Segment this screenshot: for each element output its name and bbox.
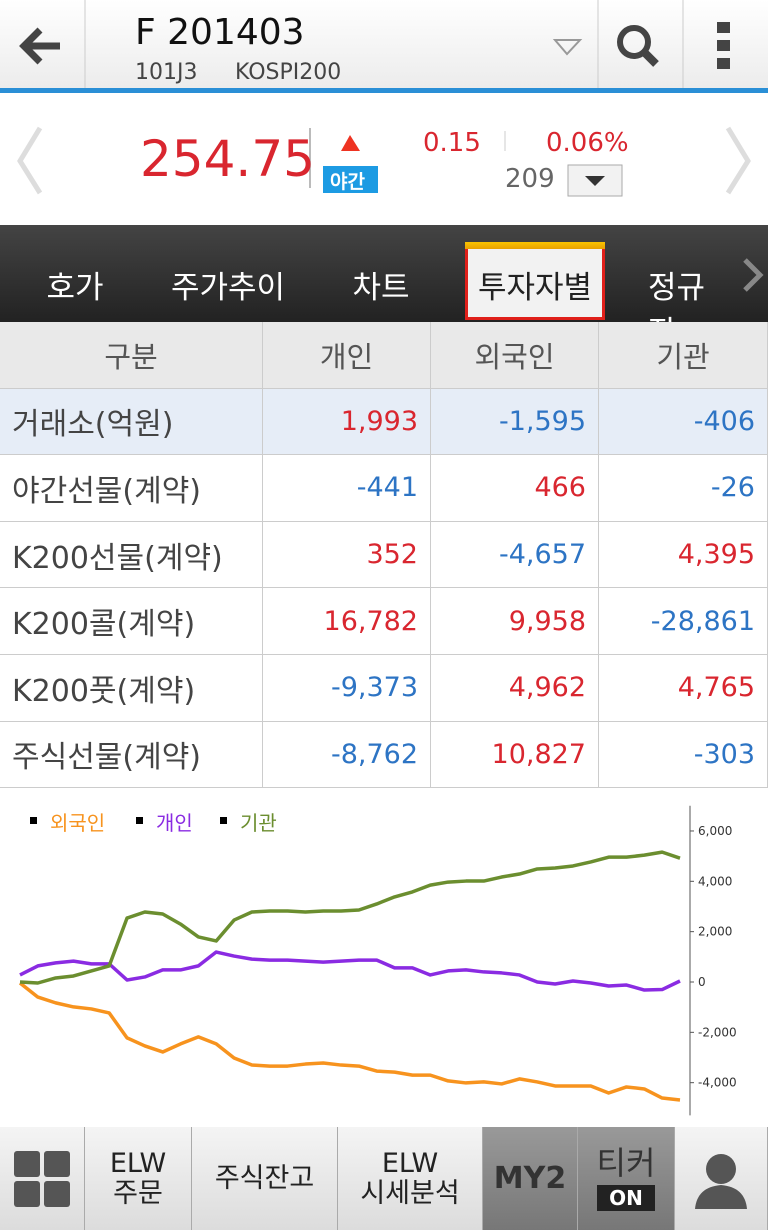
y-tick-label: 2,000 <box>698 925 732 939</box>
table-cell: -303 <box>599 721 768 789</box>
tab-bar <box>0 225 768 322</box>
table-cell: -1,595 <box>431 388 599 456</box>
table-cell: 352 <box>263 521 431 589</box>
legend-marker <box>220 817 227 824</box>
row-label: 야간선물(계약) <box>0 455 263 522</box>
nav-label: ON <box>597 1185 655 1212</box>
chart: 6,000 4,000 2,000 0 -2,000 -4,000 외국인 개인 기관 <box>18 805 737 1116</box>
table-header: 외국인 <box>431 322 599 389</box>
table-cell: 4,765 <box>599 655 768 722</box>
app-bar <box>0 0 768 88</box>
row-label: K200콜(계약) <box>0 588 263 655</box>
table-cell: 4,395 <box>599 521 768 589</box>
table-cell: 9,958 <box>431 588 599 655</box>
tab-more[interactable] <box>740 255 768 295</box>
selected-tab-bar <box>465 242 605 249</box>
table-cell: -406 <box>599 388 768 456</box>
y-tick-label: -2,000 <box>698 1025 737 1039</box>
table-cell: -26 <box>599 455 768 522</box>
nav-button[interactable]: ELW 주문 <box>85 1127 192 1230</box>
table-cell: 4,962 <box>431 655 599 722</box>
market: KOSPI200 <box>235 60 342 85</box>
legend-label: 외국인 <box>50 811 105 835</box>
table-cell: -28,861 <box>599 588 768 655</box>
table-header: 구분 <box>0 322 263 389</box>
row-label: K200풋(계약) <box>0 655 263 722</box>
table-header: 기관 <box>599 322 768 389</box>
series-line <box>19 850 681 985</box>
legend-label: 개인 <box>156 811 193 835</box>
table-cell: -9,373 <box>263 655 431 722</box>
change: 0.15 <box>423 128 481 158</box>
y-tick-label: 0 <box>698 975 706 989</box>
legend-marker <box>30 817 37 824</box>
session-badge: 야간 <box>330 171 365 193</box>
nav-label: ELW <box>109 1147 167 1179</box>
search-button[interactable] <box>617 25 659 67</box>
series-line <box>18 981 681 1102</box>
nav-label: ELW <box>381 1147 439 1179</box>
nav-button[interactable]: ELW 시세분석 <box>338 1127 483 1230</box>
legend-label: 기관 <box>240 811 277 835</box>
nav-label: 주문 <box>113 1177 163 1209</box>
series-line <box>19 950 681 992</box>
prev-button[interactable] <box>17 126 43 195</box>
table-cell: -8,762 <box>263 721 431 789</box>
change-pct: 0.06% <box>546 128 629 158</box>
app-bar-icons <box>0 0 768 93</box>
table-cell: 1,993 <box>263 388 431 456</box>
dropdown[interactable] <box>552 39 583 56</box>
nav-label: 티커 <box>596 1143 656 1182</box>
price: 254.75 <box>140 130 315 188</box>
tab[interactable]: 주가추이 <box>170 270 286 306</box>
y-tick-label: -4,000 <box>698 1076 737 1090</box>
table-cell: 16,782 <box>263 588 431 655</box>
nav-button[interactable]: 티커 ON <box>578 1127 675 1230</box>
next-button[interactable] <box>725 126 751 195</box>
row-label: K200선물(계약) <box>0 521 263 589</box>
legend-marker <box>136 817 143 824</box>
nav-label: MY2 <box>493 1161 567 1196</box>
tab[interactable]: 호가 <box>46 270 104 306</box>
up-arrow <box>341 135 360 151</box>
row-label: 주식선물(계약) <box>0 721 263 789</box>
back-button[interactable] <box>19 27 60 65</box>
nav-label: 시세분석 <box>360 1177 460 1209</box>
tab[interactable]: 투자자별 <box>477 270 593 306</box>
code: 101J3 <box>135 60 198 85</box>
grid-button[interactable] <box>0 1127 85 1230</box>
nav-label: 주식잔고 <box>214 1162 315 1194</box>
menu-button[interactable] <box>717 22 730 69</box>
title: F 201403 <box>135 12 305 53</box>
profile-button[interactable] <box>675 1127 768 1230</box>
nav-button[interactable]: 주식잔고 <box>192 1127 338 1230</box>
y-tick-label: 4,000 <box>698 874 732 888</box>
tab[interactable]: 차트 <box>352 270 410 306</box>
table-cell: 466 <box>431 455 599 522</box>
row-label: 거래소(억원) <box>0 388 263 456</box>
nav-button[interactable]: MY2 <box>483 1127 578 1230</box>
volume: 209 <box>505 164 555 194</box>
y-tick-label: 6,000 <box>698 824 732 838</box>
table-cell: 10,827 <box>431 721 599 789</box>
table-header: 개인 <box>263 322 431 389</box>
table-cell: -441 <box>263 455 431 522</box>
quote-icons <box>17 126 751 197</box>
table-cell: -4,657 <box>431 521 599 589</box>
